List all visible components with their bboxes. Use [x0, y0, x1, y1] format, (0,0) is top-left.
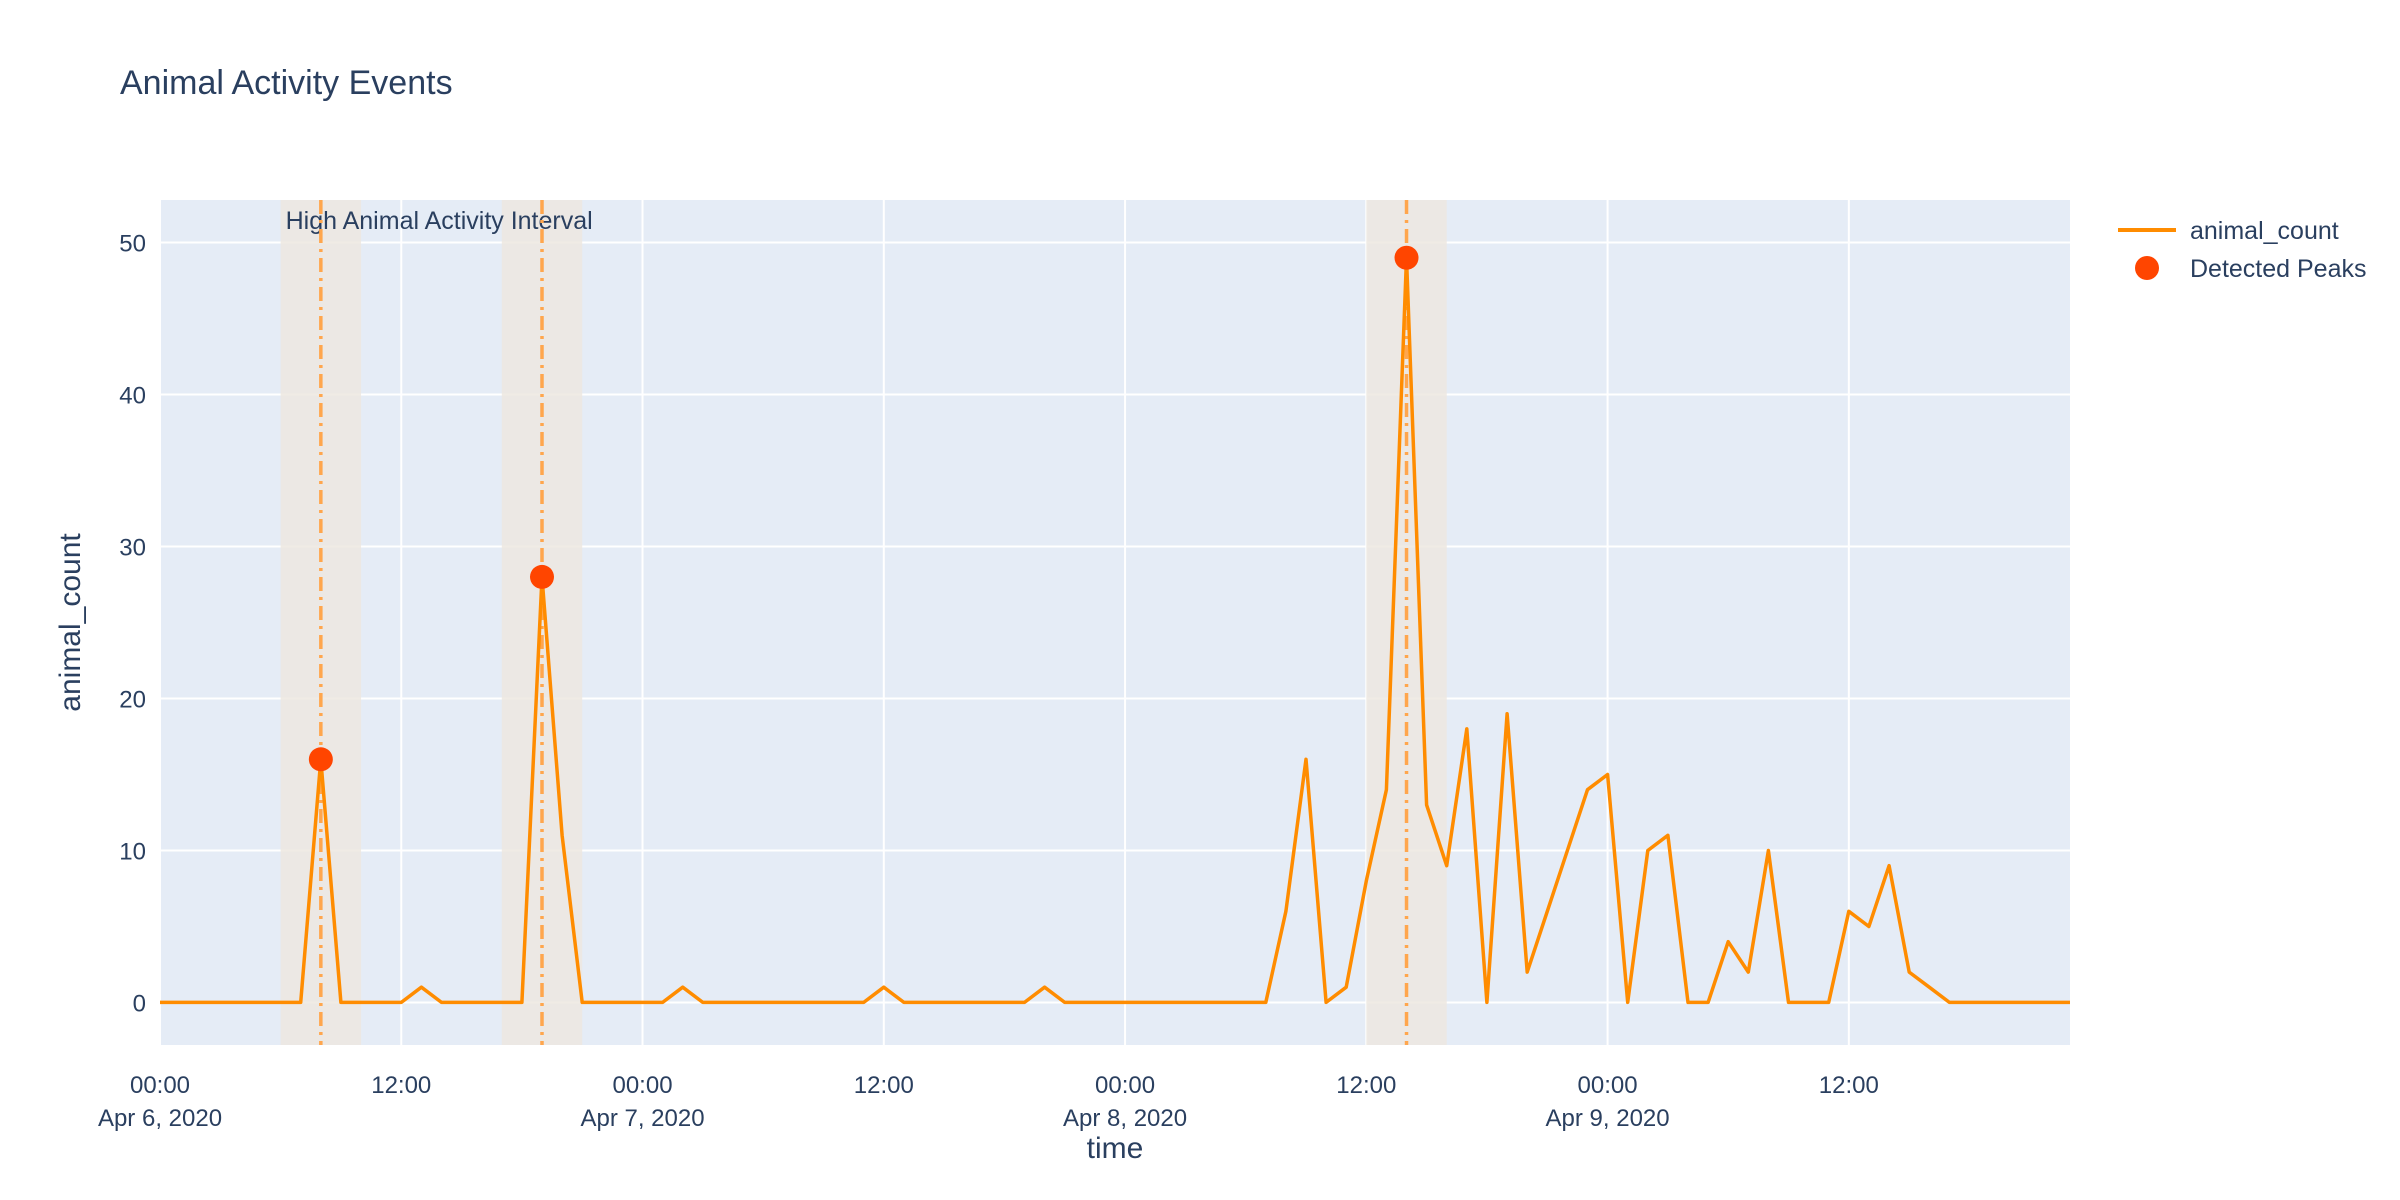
x-tick-label: Apr 9, 2020 — [1546, 1105, 1670, 1132]
x-tick-label: 12:00 — [371, 1072, 431, 1099]
y-tick-label: 10 — [119, 838, 146, 865]
x-tick-label: 12:00 — [854, 1072, 914, 1099]
detected-peak-marker — [1394, 245, 1419, 270]
detected-peak-marker — [530, 564, 554, 589]
y-tick-label: 50 — [119, 231, 146, 258]
y-tick-label: 20 — [119, 686, 146, 713]
y-axis-title: animal_count — [54, 533, 87, 712]
x-tick-label: Apr 6, 2020 — [98, 1105, 222, 1132]
x-tick-label: 00:00 — [130, 1072, 190, 1099]
x-tick-label: 00:00 — [612, 1072, 672, 1099]
x-tick-label: 12:00 — [1336, 1072, 1396, 1099]
y-tick-label: 30 — [119, 535, 146, 562]
legend-label: animal_count — [2190, 217, 2339, 245]
legend-label: Detected Peaks — [2190, 255, 2367, 283]
y-tick-label: 0 — [133, 990, 146, 1017]
x-tick-label: Apr 7, 2020 — [580, 1105, 704, 1132]
interval-label: High Animal Activity Interval — [286, 207, 593, 235]
plot-area — [160, 200, 2070, 1045]
x-tick-label: 12:00 — [1819, 1072, 1879, 1099]
x-axis-title: time — [1087, 1132, 1144, 1165]
series-line-animal-count — [160, 256, 2070, 1005]
legend-marker-swatch — [2135, 256, 2159, 280]
detected-peak-marker — [308, 747, 333, 772]
x-tick-label: Apr 8, 2020 — [1063, 1105, 1187, 1132]
y-tick-label: 40 — [119, 383, 146, 410]
chart-title: Animal Activity Events — [120, 64, 453, 102]
x-tick-label: 00:00 — [1578, 1072, 1638, 1099]
x-tick-label: 00:00 — [1095, 1072, 1155, 1099]
